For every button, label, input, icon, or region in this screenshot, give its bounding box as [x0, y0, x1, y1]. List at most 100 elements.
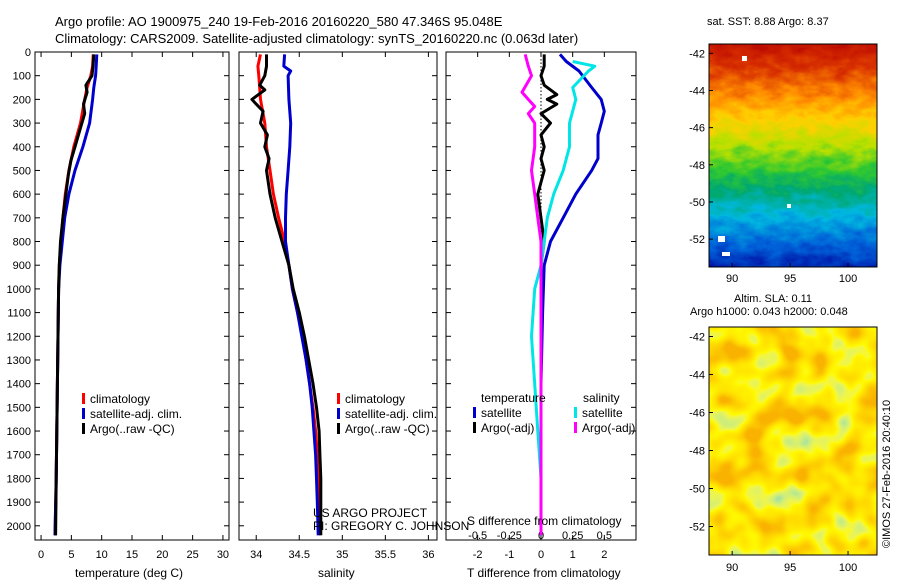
temperature-profile-panel: 0100200300400500600700800900100011001200…	[7, 47, 230, 561]
s-difference-axis-label: S difference from climatology	[467, 514, 622, 528]
map-y-tick-label: -46	[689, 123, 705, 135]
depth-tick-label: 1300	[7, 355, 31, 367]
legend-label: climatology	[345, 392, 405, 406]
map-x-tick-label: 100	[839, 273, 857, 285]
t-difference-axis-label: T difference from climatology	[467, 566, 621, 580]
difference-profile-panel: -2 -1 0 1 2-0.5 -0.25 0 0.25 0.5temperaturesatel…	[445, 51, 637, 561]
depth-tick-label: 2000	[7, 521, 31, 533]
legend-label: Argo(-adj)	[582, 421, 635, 435]
depth-tick-label: 1600	[7, 426, 31, 438]
plot-frame	[34, 51, 230, 541]
depth-tick-label: 700	[13, 213, 31, 225]
series-line-salinity-argo-adj	[520, 54, 543, 536]
legend-label: Argo(-adj)	[481, 421, 534, 435]
map-y-tick-label: -44	[689, 85, 705, 97]
map-y-tick-label: -42	[689, 332, 705, 344]
map-x-tick-label: 95	[784, 273, 796, 285]
sla-map-panel: Altim. SLA: 0.11 Argo h1000: 0.043 h2000…	[689, 293, 878, 575]
series-line-temperature-satellite	[539, 53, 606, 536]
sla-map-subtitle: Argo h1000: 0.043 h2000: 0.048	[690, 306, 848, 318]
map-y-tick-label: -50	[689, 484, 705, 496]
legend-swatch	[337, 408, 340, 419]
s-difference-tick-label: -0.5	[468, 530, 487, 542]
depth-tick-label: 1400	[7, 379, 31, 391]
legend-swatch	[337, 423, 340, 434]
sst-map-missing-pixel	[787, 204, 791, 208]
x-tick-label: 15	[126, 549, 138, 561]
sst-map-field	[709, 44, 877, 267]
pi-label: PI: GREGORY C. JOHNSON	[313, 519, 469, 533]
depth-tick-label: 500	[13, 165, 31, 177]
legend-swatch	[473, 407, 476, 418]
depth-tick-label: 200	[13, 94, 31, 106]
sla-map-axes: 90 95 100 -42 -44 -46 -48 -50 -52	[689, 332, 857, 575]
imos-credit: ©IMOS 27-Feb-2016 20:40:10	[881, 400, 893, 548]
x-tick-label: 35.5	[375, 549, 396, 561]
temperature-axis-label: temperature (deg C)	[75, 566, 183, 580]
map-x-tick-label: 90	[726, 562, 738, 574]
sst-map-panel: sat. SST: 8.88 Argo: 8.37 90 95 100 -42 -44 -…	[689, 16, 878, 285]
figure-title-line2: Climatology: CARS2009. Satellite-adjuste…	[55, 31, 578, 46]
depth-tick-label: 1500	[7, 402, 31, 414]
legend-label: satellite-adj. clim.	[90, 407, 182, 421]
x-tick-label: 34.5	[289, 549, 310, 561]
map-y-tick-label: -52	[689, 522, 705, 534]
legend-group-title: temperature	[481, 391, 546, 405]
sst-map-missing-pixel	[742, 56, 747, 61]
legend-label: satellite	[481, 406, 522, 420]
legend-label: satellite	[582, 406, 623, 420]
sla-map-field	[709, 327, 877, 555]
map-x-tick-label: 100	[839, 562, 857, 574]
legend-swatch	[574, 422, 577, 433]
x-tick-label: 1	[570, 549, 576, 561]
figure-title-line1: Argo profile: AO 1900975_240 19-Feb-2016…	[55, 14, 503, 29]
series-line-satellite-adj-clim	[53, 54, 99, 536]
depth-tick-label: 900	[13, 260, 31, 272]
s-difference-tick-label: 0.5	[597, 530, 612, 542]
legend-swatch	[82, 408, 85, 419]
depth-tick-label: 600	[13, 189, 31, 201]
legend-label: satellite-adj. clim.	[345, 407, 437, 421]
map-y-tick-label: -42	[689, 48, 705, 60]
x-tick-label: -1	[504, 549, 514, 561]
map-y-tick-label: -52	[689, 234, 705, 246]
sst-map-axes: 90 95 100 -42 -44 -46 -48 -50 -52	[689, 48, 857, 285]
x-tick-label: 35	[336, 549, 348, 561]
x-tick-label: 10	[96, 549, 108, 561]
map-y-tick-label: -50	[689, 197, 705, 209]
x-tick-label: 30	[217, 549, 229, 561]
x-tick-label: 2	[601, 549, 607, 561]
depth-tick-label: 0	[25, 47, 31, 59]
salinity-axis-label: salinity	[318, 566, 355, 580]
x-tick-label: 36	[422, 549, 434, 561]
s-difference-tick-label: 0.25	[562, 530, 583, 542]
sst-map-title: sat. SST: 8.88 Argo: 8.37	[707, 16, 829, 28]
map-x-tick-label: 95	[784, 562, 796, 574]
depth-tick-label: 1800	[7, 473, 31, 485]
legend-group-title: salinity	[583, 391, 620, 405]
depth-tick-label: 100	[13, 71, 31, 83]
project-label: US ARGO PROJECT	[313, 506, 428, 520]
depth-tick-label: 1000	[7, 284, 31, 296]
depth-tick-label: 1900	[7, 497, 31, 509]
x-tick-label: 0	[538, 549, 544, 561]
s-difference-tick-label: 0	[538, 530, 544, 542]
depth-tick-label: 800	[13, 237, 31, 249]
map-y-tick-label: -48	[689, 160, 705, 172]
map-y-tick-label: -46	[689, 408, 705, 420]
depth-tick-label: 1700	[7, 450, 31, 462]
x-tick-label: -2	[473, 549, 483, 561]
sla-map-title: Altim. SLA: 0.11	[734, 293, 812, 305]
series-line-argo-raw-qc	[54, 54, 96, 536]
legend-label: climatology	[90, 392, 150, 406]
sst-map-missing-pixel	[718, 236, 725, 242]
salinity-profile-panel: 34 34.5 35 35.5 36 climatologysatellite-adj. …	[238, 51, 438, 561]
legend-label: Argo(..raw -QC)	[345, 422, 430, 436]
depth-tick-label: 1200	[7, 331, 31, 343]
depth-tick-label: 300	[13, 118, 31, 130]
depth-tick-label: 1100	[7, 308, 31, 320]
legend-label: Argo(..raw -QC)	[90, 422, 175, 436]
x-tick-label: 25	[187, 549, 199, 561]
plot-frame	[238, 51, 438, 541]
sst-map-frame	[708, 43, 878, 268]
